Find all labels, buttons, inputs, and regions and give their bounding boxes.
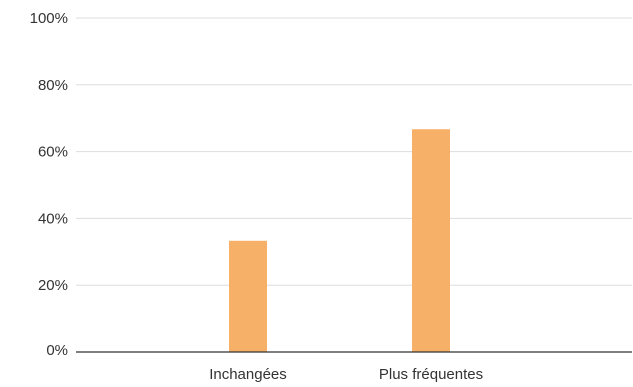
y-tick-label: 80% [38, 77, 68, 94]
bars [229, 129, 450, 352]
y-tick-label: 100% [30, 10, 68, 27]
y-tick-label: 40% [38, 210, 68, 227]
y-tick-label: 20% [38, 277, 68, 294]
x-axis-tick-labels: Inchangées Plus fréquentes [209, 366, 483, 383]
bar-0 [229, 240, 267, 352]
bar-1 [412, 129, 450, 352]
x-category-label: Inchangées [209, 366, 287, 383]
gridlines [76, 17, 632, 286]
x-category-label: Plus fréquentes [379, 366, 483, 383]
y-tick-label: 0% [46, 342, 68, 359]
y-tick-label: 60% [38, 144, 68, 161]
y-axis-tick-labels: 0% 20% 40% 60% 80% 100% [30, 10, 68, 359]
